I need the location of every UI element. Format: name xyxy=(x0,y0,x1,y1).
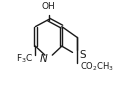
Text: N: N xyxy=(40,54,47,64)
Text: F$_3$C: F$_3$C xyxy=(16,52,33,65)
Text: S: S xyxy=(79,50,86,60)
Text: CO$_2$CH$_3$: CO$_2$CH$_3$ xyxy=(79,60,113,73)
Text: OH: OH xyxy=(41,2,55,11)
